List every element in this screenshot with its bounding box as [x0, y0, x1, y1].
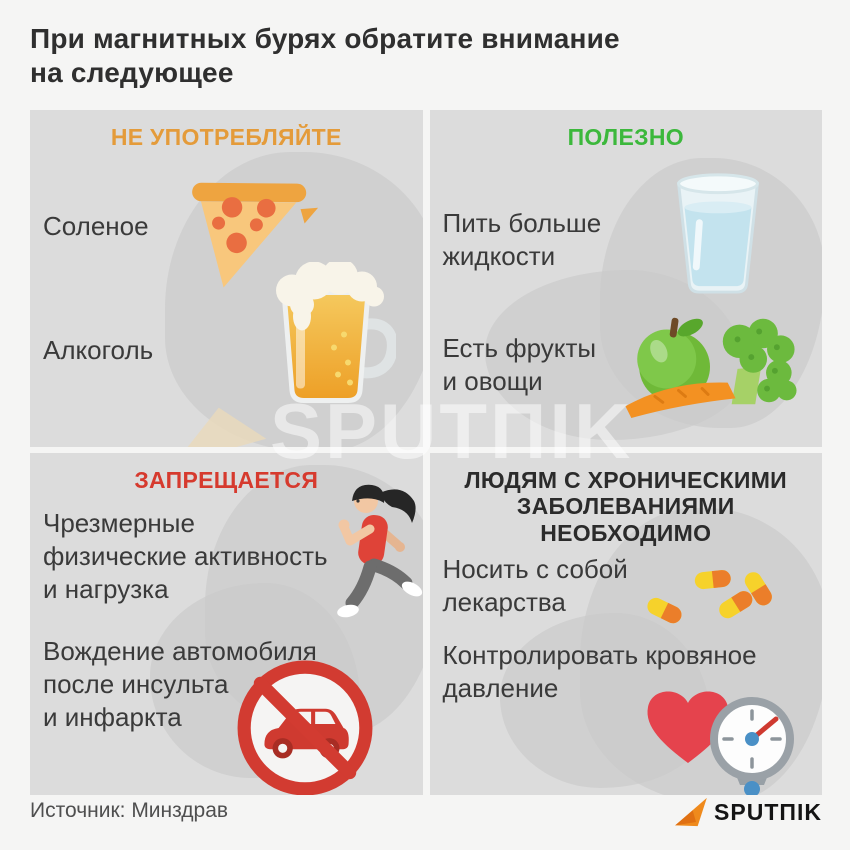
- beer-mug-icon: [256, 262, 396, 408]
- sputnik-logo-text: SPUTΠIK: [714, 798, 822, 825]
- item-label-physical-activity: Чрезмерные физические активность и нагру…: [43, 508, 328, 604]
- item-label-alcohol: Алкоголь: [43, 335, 154, 365]
- section-header-useful: ПОЛЕЗНО: [567, 124, 684, 150]
- sputnik-logo: SPUTΠIK: [674, 797, 822, 827]
- section-chronic-patients: ЛЮДЯМ С ХРОНИЧЕСКИМИ ЗАБОЛЕВАНИЯМИ НЕОБХ…: [429, 453, 822, 795]
- heart-pressure-icon: [640, 679, 805, 795]
- water-glass-icon: [668, 168, 768, 296]
- item-label-drink-fluids: Пить больше жидкости: [442, 208, 602, 271]
- pills-icon: [642, 543, 792, 643]
- page-title: При магнитных бурях обратите внимание на…: [30, 23, 620, 89]
- item-label-driving: Вождение автомобиля после инсульта и инф…: [43, 636, 317, 732]
- item-label-blood-pressure: Контролировать кровяное давление: [442, 640, 757, 703]
- item-label-carry-medicine: Носить с собой лекарства: [442, 554, 628, 617]
- fruits-vegetables-icon: [620, 302, 800, 420]
- section-header-forbidden: ЗАПРЕЩАЕТСЯ: [134, 467, 319, 493]
- no-car-icon: [234, 657, 376, 795]
- section-do-not-consume: НЕ УПОТРЕБЛЯЙТЕ Соленое Алкого: [30, 110, 423, 447]
- section-forbidden: ЗАПРЕЩАЕТСЯ Чрезмерные физические активн…: [30, 453, 423, 795]
- pizza-icon: [166, 170, 336, 300]
- section-header-do-not-consume: НЕ УПОТРЕБЛЯЙТЕ: [110, 124, 342, 150]
- running-woman-icon: [323, 479, 423, 631]
- item-label-salty: Соленое: [43, 211, 149, 241]
- item-label-fruits-vegetables: Есть фрукты и овощи: [442, 333, 597, 396]
- sputnik-mark-icon: [675, 797, 707, 827]
- quadrant-grid: НЕ УПОТРЕБЛЯЙТЕ Соленое Алкого: [30, 110, 822, 795]
- section-header-chronic-patients: ЛЮДЯМ С ХРОНИЧЕСКИМИ ЗАБОЛЕВАНИЯМИ НЕОБХ…: [464, 467, 788, 546]
- source-text: Источник: Минздрав: [30, 799, 229, 822]
- section-useful: ПОЛЕЗНО Пить больше жидкости Есть фрукты…: [429, 110, 822, 447]
